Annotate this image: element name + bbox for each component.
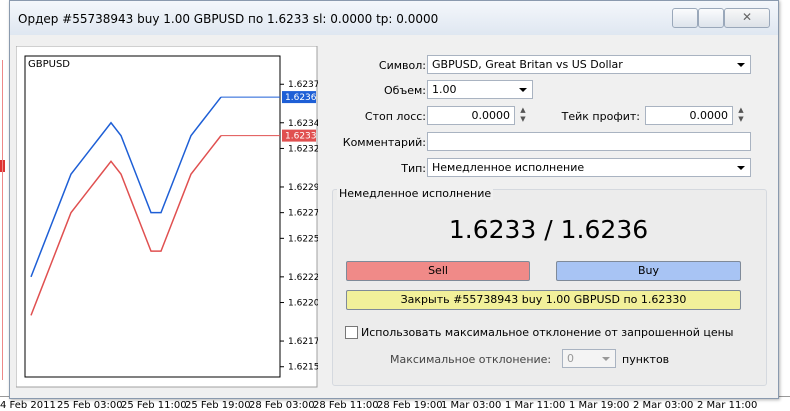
sl-input[interactable]: 0.0000 [427, 106, 515, 125]
deviation-value: 0 [567, 352, 574, 365]
deviation-unit: пунктов [622, 353, 670, 366]
bid-tag [282, 129, 316, 142]
deviation-check-label: Использовать максимальное отклонение от … [361, 326, 734, 339]
y-tick-label: 1.6232 [288, 144, 318, 154]
bid-tag-label: 1.6233 [285, 132, 317, 142]
ask-tag [282, 91, 316, 104]
title-bar: Ордер #55738943 buy 1.00 GBPUSD по 1.623… [10, 1, 778, 35]
sl-spin[interactable]: ▲ ▼ [520, 106, 526, 123]
sl-value: 0.0000 [471, 109, 511, 122]
order-window: Ордер #55738943 buy 1.00 GBPUSD по 1.623… [9, 0, 779, 399]
y-tick-label: 1.6220 [288, 299, 318, 309]
tick-chart: GBPUSD 1.6237 1.6234 1.6232 1.6229 1.6227 1.6… [16, 46, 318, 388]
timeline-label: 1 Mar 11:00 [505, 400, 566, 411]
plot-area [24, 55, 281, 378]
window-title: Ордер #55738943 buy 1.00 GBPUSD по 1.623… [18, 12, 439, 26]
comment-label: Комментарий: [342, 136, 426, 149]
type-select[interactable]: Немедленное исполнение [427, 158, 751, 177]
y-tick-label: 1.6225 [288, 234, 318, 244]
timeline-label: 28 Feb 11:00 [313, 400, 379, 411]
close-order-button[interactable]: Закрыть #55738943 buy 1.00 GBPUSD по 1.6… [346, 290, 741, 310]
type-value: Немедленное исполнение [432, 161, 585, 174]
tp-label: Тейк профит: [561, 110, 640, 123]
sl-label: Стоп лосс: [364, 110, 426, 123]
tp-spin[interactable]: ▲ ▼ [738, 106, 744, 123]
type-label: Тип: [401, 162, 426, 175]
y-tick-label: 1.6237 [288, 80, 318, 90]
timeline-label: 25 Feb 19:00 [185, 400, 251, 411]
symbol-select[interactable]: GBPUSD, Great Britan vs US Dollar [427, 55, 751, 74]
maximize-button[interactable] [698, 8, 724, 28]
timeline-label: 28 Feb 19:00 [377, 400, 443, 411]
buy-button[interactable]: Buy [556, 261, 741, 281]
volume-select[interactable]: 1.00 [427, 80, 533, 99]
timeline-label: 28 Feb 03:00 [249, 400, 315, 411]
symbol-value: GBPUSD, Great Britan vs US Dollar [432, 58, 623, 71]
timeline-label: 1 Mar 19:00 [569, 400, 630, 411]
deviation-select[interactable]: 0 [562, 349, 616, 368]
bid-line [30, 135, 222, 316]
symbol-label: Символ: [378, 59, 426, 72]
close-button[interactable]: ✕ [724, 8, 770, 28]
y-tick-label: 1.6215 [288, 363, 318, 373]
group-title: Немедленное исполнение [337, 187, 494, 200]
y-tick-label: 1.6217 [288, 337, 318, 347]
ask-tag-label: 1.6236 [285, 93, 317, 103]
y-tick-label: 1.6227 [288, 209, 318, 219]
y-tick-label: 1.6234 [288, 119, 318, 129]
tp-value: 0.0000 [689, 109, 729, 122]
deviation-label: Максимальное отклонение: [390, 353, 552, 366]
timeline-label: 2 Mar 03:00 [633, 400, 694, 411]
background-line [2, 60, 3, 380]
ask-line [30, 96, 222, 278]
tp-input[interactable]: 0.0000 [645, 106, 733, 125]
volume-label: Объем: [384, 84, 426, 97]
y-tick-label: 1.6222 [288, 273, 318, 283]
timeline-label: 2 Mar 11:00 [697, 400, 758, 411]
minimize-button[interactable] [672, 8, 698, 28]
execution-group [332, 189, 767, 386]
volume-value: 1.00 [432, 83, 457, 96]
timeline-label: 4 Feb 2011 [0, 400, 56, 411]
deviation-checkbox[interactable] [345, 326, 358, 339]
y-tick-label: 1.6229 [288, 183, 318, 193]
comment-input[interactable] [427, 132, 751, 151]
chart-symbol: GBPUSD [28, 59, 70, 70]
price-display: 1.6233 / 1.6236 [448, 215, 649, 244]
timeline-label: 25 Feb 03:00 [57, 400, 123, 411]
timeline-label: 1 Mar 03:00 [441, 400, 502, 411]
sell-button[interactable]: Sell [346, 261, 530, 281]
timeline-label: 25 Feb 11:00 [121, 400, 187, 411]
